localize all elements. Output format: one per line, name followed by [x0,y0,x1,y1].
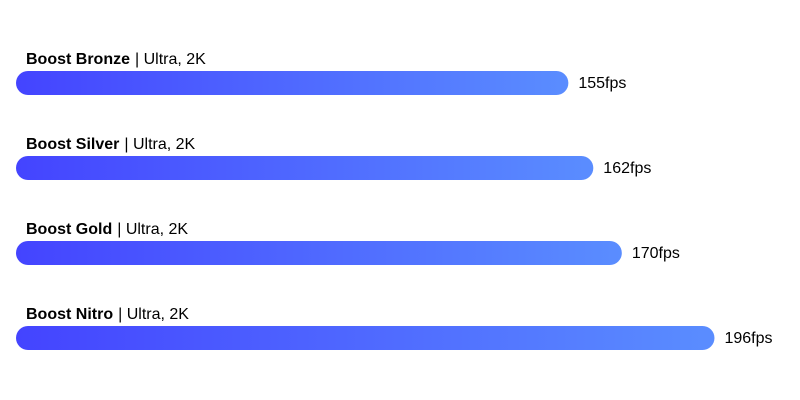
value-label: 170fps [632,245,680,262]
bar-detail: | Ultra, 2K [135,51,206,68]
bar-label: Boost Bronze | Ultra, 2K [26,51,206,68]
bar-detail: | Ultra, 2K [124,136,195,153]
bar-name: Boost Bronze [26,51,130,68]
bar-label: Boost Gold | Ultra, 2K [26,221,188,238]
bar-name: Boost Silver [26,136,119,153]
bar-detail: | Ultra, 2K [118,306,189,323]
bar [16,326,715,350]
bar [16,156,594,180]
bar [16,241,622,265]
bar-label: Boost Nitro | Ultra, 2K [26,306,189,323]
bar-name: Boost Gold [26,221,112,238]
bar [16,71,569,95]
value-label: 162fps [603,160,651,177]
value-label: 155fps [578,75,626,92]
value-label: 196fps [724,330,772,347]
bar-detail: | Ultra, 2K [117,221,188,238]
bar-label: Boost Silver | Ultra, 2K [26,136,196,153]
bar-name: Boost Nitro [26,306,113,323]
